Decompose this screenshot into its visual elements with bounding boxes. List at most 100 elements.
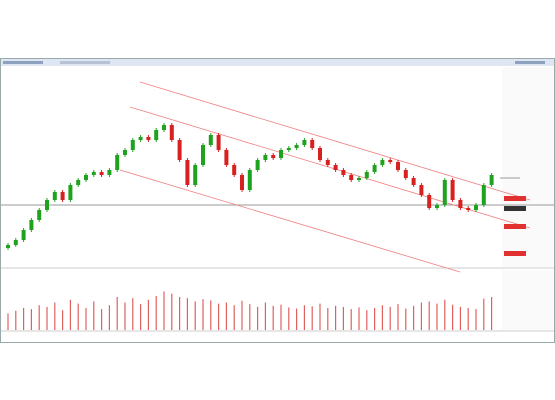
volume-bar [327,308,329,330]
volume-bar [225,302,227,330]
volume-bar [85,308,87,330]
volume-bar [374,308,376,330]
volume-bar [241,300,243,330]
toolbar[interactable] [3,61,43,64]
window-frame [0,58,555,343]
volume-bar [147,299,149,330]
volume-bar [272,305,274,330]
candle-body [419,185,424,195]
candle-body [107,170,112,175]
volume-bar [296,308,298,330]
volume-bar [280,304,282,330]
candle-body [52,192,57,200]
volume-bar [413,305,415,330]
volume-bar [491,297,493,330]
volume-bar [7,313,9,330]
volume-bar [15,310,17,330]
volume-bar [249,304,251,330]
volume-bar [420,302,422,330]
volume-bar [467,308,469,330]
volume-bar [350,309,352,330]
volume-bar [23,308,25,330]
candle-body [286,148,291,150]
volume-axis [502,270,554,330]
volume-bar [93,301,95,330]
volume-bar [54,302,56,330]
toolbar[interactable] [515,61,545,64]
volume-bar [264,302,266,330]
volume-bar [140,304,142,330]
volume-bar [202,299,204,330]
candle-body [341,170,346,175]
candle-body [193,165,198,185]
candle-body [208,135,213,145]
volume-bar [77,303,79,330]
candle-body [466,208,471,210]
volume-bar [475,309,477,330]
candle-body [427,195,432,208]
title-bar [1,59,554,66]
candle-body [130,140,135,150]
volume-bar [358,307,360,330]
volume-bar [319,303,321,330]
candle-body [37,210,42,220]
candle-body [489,175,494,185]
candle-body [357,178,361,180]
candle-body [349,175,354,180]
candle-body [302,140,307,145]
volume-bar [171,293,173,330]
candle-body [29,220,34,230]
candle-body [162,125,166,130]
volume-bar [38,305,40,330]
volume-bar [452,304,454,330]
candle-body [21,230,26,240]
volume-bar [186,298,188,330]
volume-bar [405,308,407,330]
volume-bar [108,305,110,330]
candle-body [6,245,10,248]
candle-body [255,160,260,170]
price-marker [504,206,526,211]
volume-bar [69,299,71,330]
candle-body [294,145,299,148]
price-marker [504,251,526,256]
candle-body [364,172,369,178]
candle-body [318,148,322,160]
volume-bar [233,305,235,330]
price-axis [502,67,554,267]
volume-bar [210,300,212,330]
candle-body [84,175,88,180]
candle-body [123,150,127,155]
price-marker [504,196,526,201]
toolbar[interactable] [60,61,110,64]
volume-bar [62,310,64,330]
candle-body [201,145,205,165]
candle-body [271,155,276,158]
candle-body [372,165,377,172]
candle-body [154,130,159,140]
candle-body [450,180,455,200]
candle-body [279,150,283,158]
volume-bar [436,303,438,330]
volume-bar [428,301,430,330]
volume-bar [46,306,48,330]
volume-bar [30,309,32,330]
candle-body [396,162,400,170]
candle-body [325,160,330,165]
candle-body [333,165,338,170]
volume-bar [101,309,103,330]
volume-bar [389,306,391,330]
candle-body [240,175,244,190]
volume-bar [311,306,313,330]
candle-body [263,155,268,160]
volume-bar [257,306,259,330]
candle-body [403,170,408,178]
volume-bar [116,297,118,330]
candle-body [146,137,151,140]
volume-bar [335,305,337,330]
candle-body [99,172,104,175]
candle-body [474,205,478,210]
candle-body [435,205,439,208]
